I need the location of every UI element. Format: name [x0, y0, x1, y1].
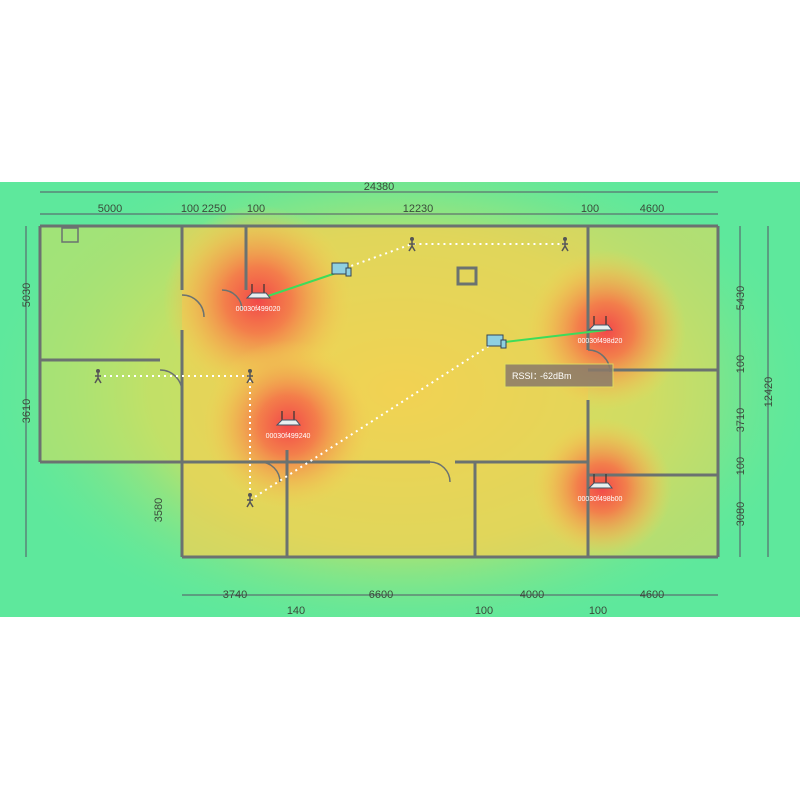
pillar — [456, 266, 478, 286]
laptop-icon[interactable] — [486, 334, 507, 349]
connection-line — [261, 269, 346, 299]
dimension-label: 100 — [735, 457, 747, 475]
dimension-label: 100 — [181, 203, 199, 215]
person-icon[interactable] — [561, 237, 569, 252]
dimension-label: 4600 — [640, 589, 664, 601]
dimension-label: 3580 — [153, 498, 165, 522]
router-icon — [245, 284, 272, 299]
path-line — [98, 341, 496, 502]
access-point-label: 00030f498b00 — [578, 496, 623, 503]
dimension-label: 3610 — [21, 399, 33, 423]
dimension-label: 100 — [581, 203, 599, 215]
fixture — [61, 227, 79, 243]
door-arc — [159, 369, 183, 393]
dimension-label: 100 — [475, 605, 493, 617]
dimension-label: 6600 — [369, 589, 393, 601]
access-point-label: 00030f499020 — [236, 306, 281, 313]
rssi-tooltip: RSSI： -62dBm — [504, 363, 614, 388]
access-point[interactable]: 00030f498d20 — [578, 316, 623, 345]
access-point[interactable]: 00030f499020 — [236, 284, 281, 313]
dimension-label: 3080 — [735, 502, 747, 526]
laptop-icon[interactable] — [331, 262, 352, 277]
dimension-label: 24380 — [364, 182, 395, 193]
dimension-label: 4000 — [520, 589, 544, 601]
access-point-label: 00030f498d20 — [578, 338, 623, 345]
dimension-lines — [25, 191, 769, 596]
rssi-value: -62dBm — [540, 371, 572, 381]
path-line — [339, 243, 565, 271]
router-icon — [275, 411, 302, 426]
walls — [38, 224, 720, 559]
dimension-label: 2250 — [202, 203, 226, 215]
door-arc — [221, 289, 243, 311]
dimension-label: 100 — [589, 605, 607, 617]
access-point-label: 00030f499240 — [266, 433, 311, 440]
dimension-label: 3710 — [735, 408, 747, 432]
connection-line — [504, 329, 607, 343]
dimension-label: 12420 — [763, 377, 775, 408]
person-icon[interactable] — [246, 493, 254, 508]
rssi-label: RSSI： — [512, 371, 542, 381]
dimension-label: 12230 — [403, 203, 434, 215]
person-icon[interactable] — [94, 369, 102, 384]
building-fill-left — [40, 226, 182, 462]
dimension-label: 100 — [735, 355, 747, 373]
dimension-label: 4600 — [640, 203, 664, 215]
door-arc — [429, 461, 451, 483]
dimension-label: 100 — [247, 203, 265, 215]
door-arc — [259, 461, 281, 483]
dimension-label: 5000 — [98, 203, 122, 215]
dimension-label: 5030 — [21, 283, 33, 307]
router-icon — [587, 316, 614, 331]
person-icon[interactable] — [408, 237, 416, 252]
router-icon — [587, 474, 614, 489]
access-point[interactable]: 00030f498b00 — [578, 474, 623, 503]
dimension-label: 3740 — [223, 589, 247, 601]
dimension-label: 140 — [287, 605, 305, 617]
door-arc — [181, 294, 205, 318]
person-icon[interactable] — [246, 369, 254, 384]
dimension-label: 5430 — [735, 286, 747, 310]
access-point[interactable]: 00030f499240 — [266, 411, 311, 440]
